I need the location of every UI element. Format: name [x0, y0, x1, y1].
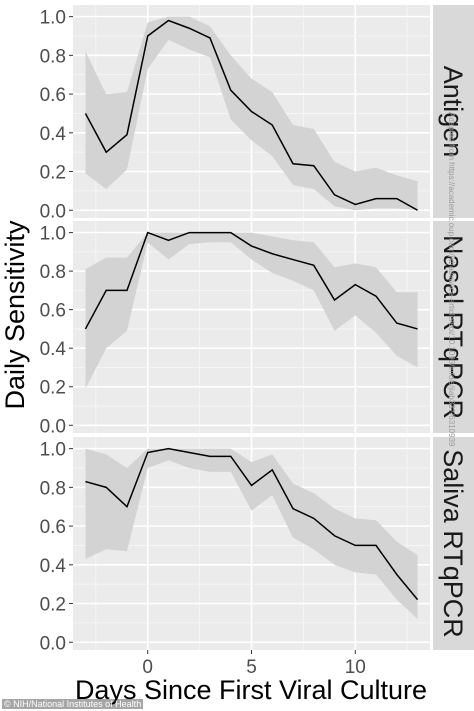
y-tick-label: 1.0	[40, 8, 66, 29]
sensitivity-line	[84, 231, 418, 330]
y-tick-label: 0.2	[40, 163, 66, 184]
source-watermark: Adapted from https://academic.oup.com/ji…	[447, 112, 456, 447]
y-tick-label: 0.8	[40, 262, 66, 283]
sensitivity-line	[85, 447, 419, 601]
y-tick-label: 0.2	[40, 378, 66, 399]
x-tick-label: 5	[246, 657, 257, 678]
panel-3: 0.0 0.2 0.4 0.6 0.8 1.0 Saliva RTqPCR	[40, 437, 474, 654]
confidence-band	[85, 232, 418, 389]
x-tick-label: 0	[142, 657, 153, 678]
y-tick-label: 1.0	[40, 440, 66, 461]
facet-strip	[433, 5, 474, 218]
panel-2: 0.0 0.2 0.4 0.6 0.8 1.0 Nasal RTqPCR	[40, 221, 474, 437]
x-tick-label: 10	[345, 657, 366, 678]
y-tick-label: 1.0	[40, 224, 66, 245]
y-tick-label: 0.2	[40, 595, 66, 616]
y-tick-label: 0.4	[40, 124, 67, 145]
y-tick-label: 0.6	[40, 301, 66, 322]
facet-label: Antigen	[438, 66, 468, 158]
y-axis-title: Daily Sensitivity	[0, 220, 30, 410]
y-tick-label: 0.6	[40, 85, 66, 106]
facet-strip	[433, 437, 474, 650]
y-tick-label: 0.4	[40, 339, 67, 360]
y-tick-label: 0.0	[40, 633, 66, 654]
sensitivity-line	[84, 19, 418, 211]
y-tick-label: 0.6	[40, 517, 66, 538]
y-tick-label: 0.8	[40, 478, 66, 499]
y-tick-label: 0.0	[40, 416, 66, 437]
y-tick-label: 0.8	[40, 46, 66, 67]
x-axis-title: Days Since First Viral Culture	[75, 675, 427, 705]
panel-1: 0.0 0.2 0.4 0.6 0.8 1.0 Antigen	[40, 5, 474, 222]
facet-label: Nasal RTqPCR	[438, 235, 468, 419]
y-tick-label: 0.0	[40, 201, 66, 222]
confidence-band	[85, 448, 418, 620]
confidence-band	[85, 16, 418, 211]
facet-label: Saliva RTqPCR	[438, 449, 468, 638]
y-tick-label: 0.4	[40, 556, 67, 577]
facet-strip	[433, 221, 474, 433]
image-credit: © NIH/National Institutes of Health	[2, 699, 144, 709]
